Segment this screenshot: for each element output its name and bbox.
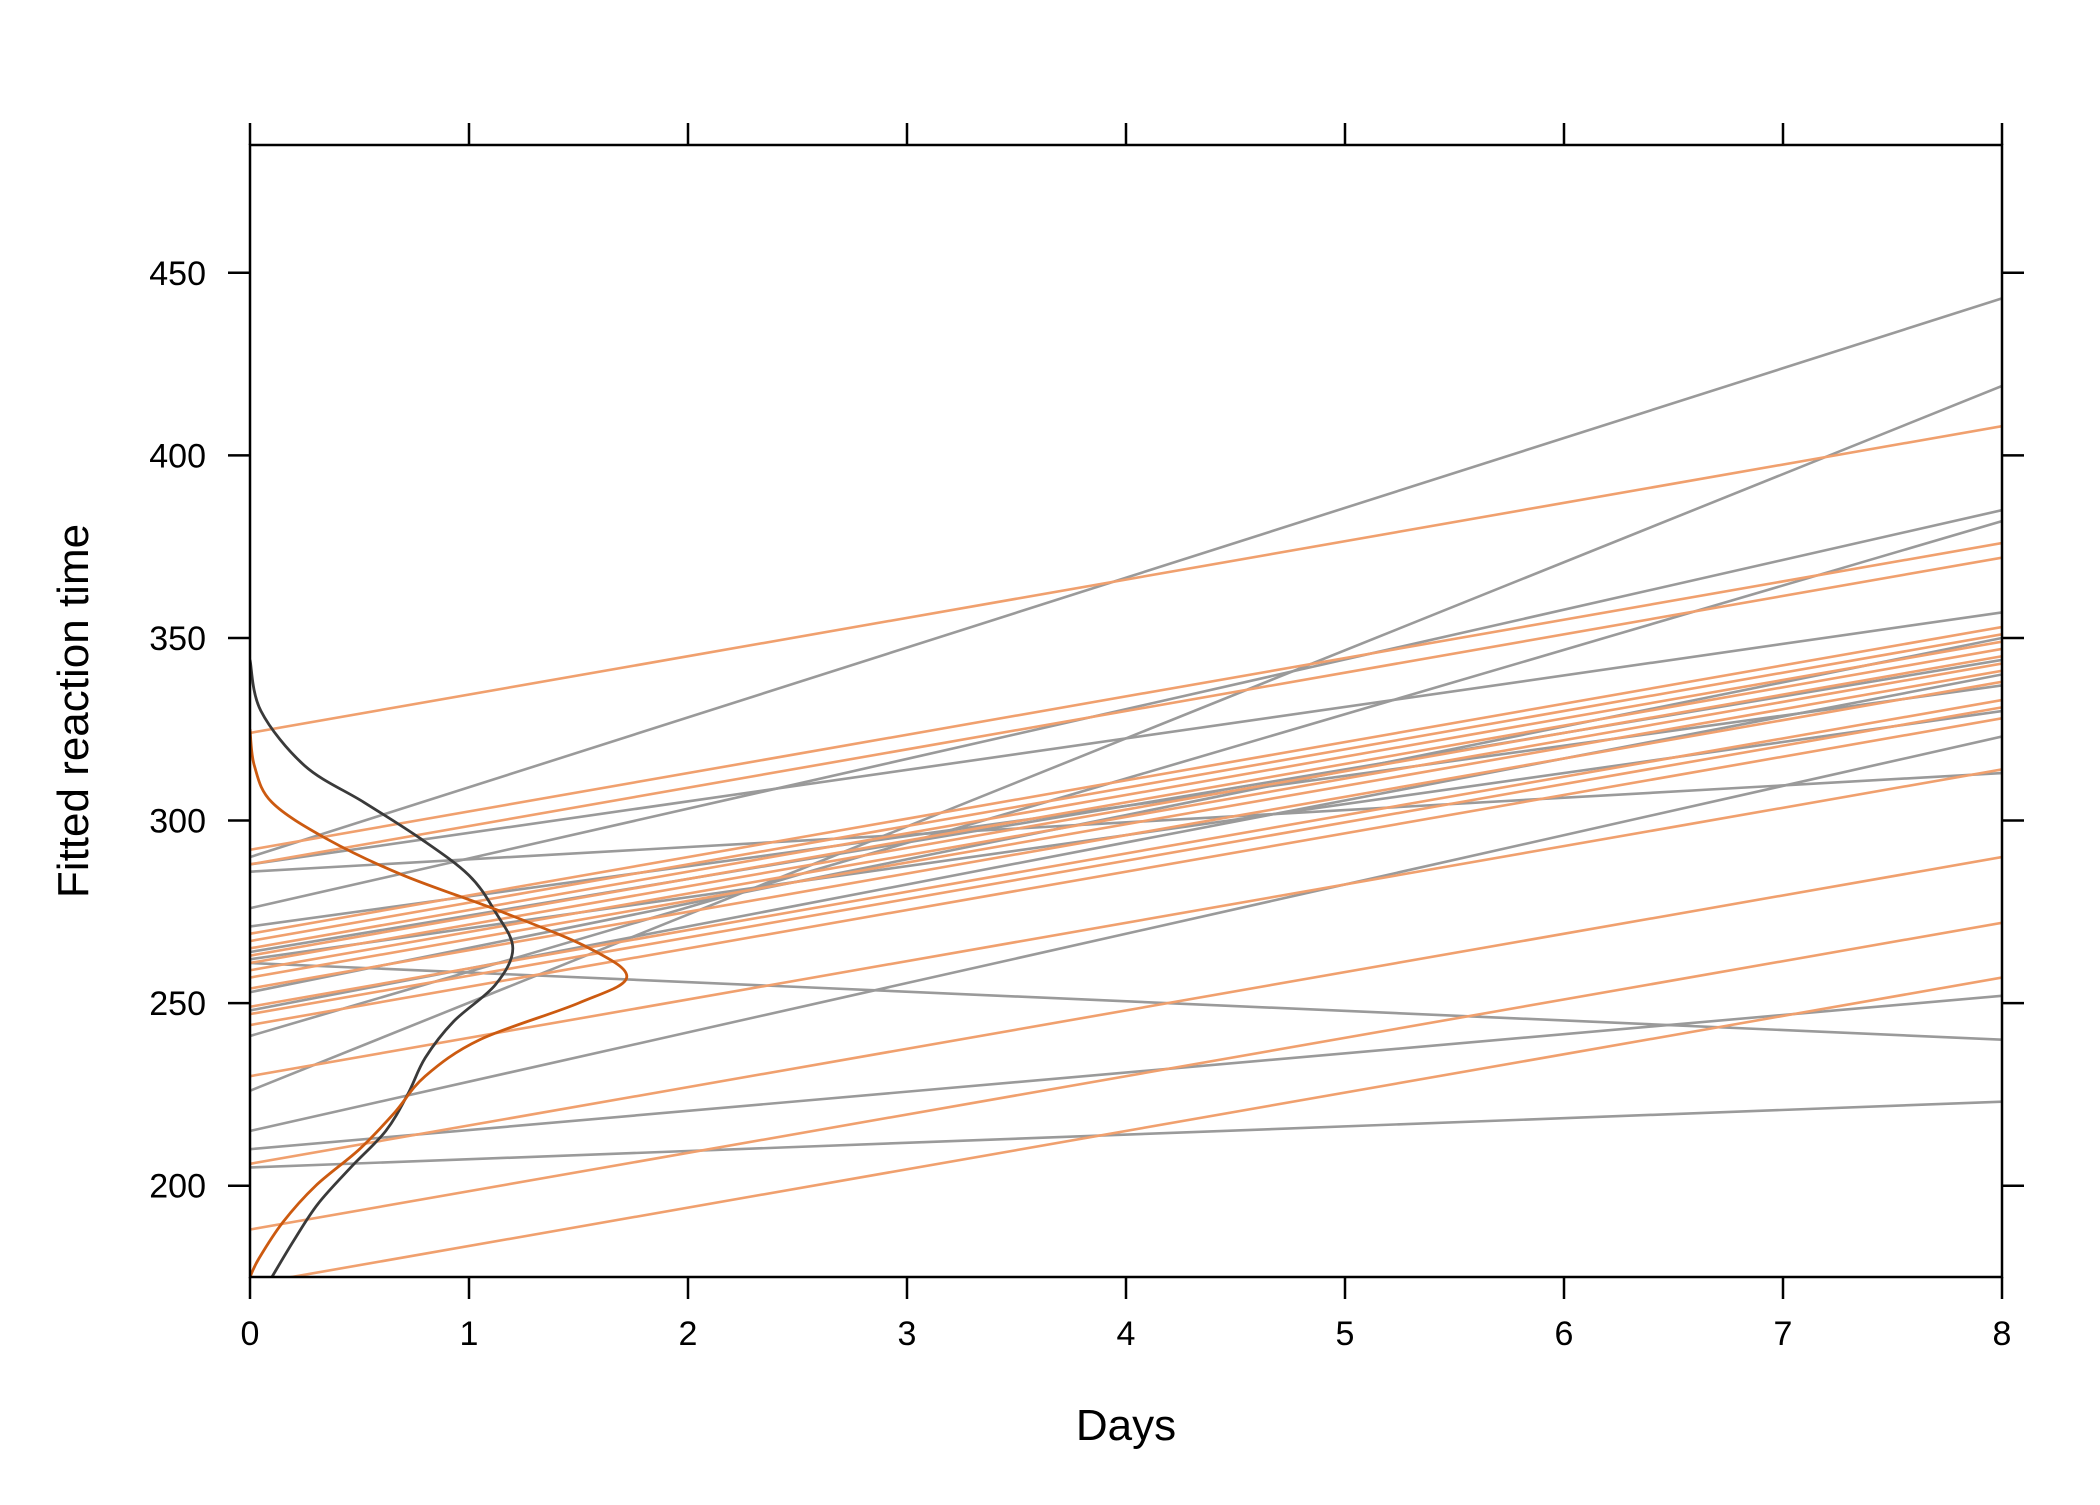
x-tick-label: 2 <box>679 1315 698 1353</box>
gray-line-11 <box>250 735 2002 1133</box>
x-tick-label: 0 <box>241 1315 260 1353</box>
orange-line-12 <box>250 698 2002 1009</box>
x-tick-label: 8 <box>1993 1315 2012 1353</box>
gray-line-14 <box>250 994 2002 1151</box>
orange-line-7 <box>250 647 2002 957</box>
orange-line-9 <box>250 662 2002 972</box>
gray-line-4 <box>250 519 2002 1038</box>
y-tick-label: 350 <box>149 620 206 658</box>
orange-line-10 <box>250 669 2002 979</box>
y-axis-ticks: 200 250 300 350 400 450 <box>149 255 2024 1206</box>
orange-line-3 <box>250 556 2002 866</box>
orange-line-14 <box>250 717 2002 1027</box>
orange-line-2 <box>250 541 2002 852</box>
orange-line-16 <box>250 855 2002 1166</box>
x-tick-label: 3 <box>898 1315 917 1353</box>
x-tick-label: 5 <box>1336 1315 1355 1353</box>
orange-line-15 <box>250 768 2002 1078</box>
orange-line-5 <box>250 633 2002 943</box>
y-tick-label: 400 <box>149 437 206 475</box>
gray-line-9 <box>250 684 2002 928</box>
orange-series-lines <box>250 424 2002 1277</box>
gray-line-13 <box>250 961 2002 1041</box>
orange-density-curve <box>250 729 629 1277</box>
gray-series-lines <box>250 297 2002 1169</box>
y-tick-label: 250 <box>149 985 206 1023</box>
orange-line-13 <box>250 706 2002 1016</box>
x-tick-label: 6 <box>1555 1315 1574 1353</box>
x-tick-label: 7 <box>1774 1315 1793 1353</box>
x-axis-title: Days <box>1076 1401 1176 1450</box>
density-curves <box>250 659 629 1277</box>
y-tick-label: 300 <box>149 803 206 841</box>
x-tick-label: 1 <box>460 1315 479 1353</box>
orange-line-4 <box>250 625 2002 936</box>
y-axis-title: Fitted reaction time <box>49 524 98 898</box>
gray-line-6 <box>250 636 2002 994</box>
gray-line-5 <box>250 611 2002 866</box>
gray-line-12 <box>250 771 2002 873</box>
gray-line-15 <box>250 1100 2002 1169</box>
gray-line-1 <box>250 297 2002 859</box>
x-tick-label: 4 <box>1117 1315 1136 1353</box>
y-tick-label: 200 <box>149 1168 206 1206</box>
orange-line-18 <box>284 976 2002 1277</box>
orange-line-11 <box>250 680 2002 990</box>
orange-line-17 <box>250 921 2002 1231</box>
x-axis-ticks: 0 1 2 3 4 5 6 7 8 <box>241 123 2012 1353</box>
orange-line-8 <box>250 654 2002 965</box>
gray-density-curve <box>250 659 515 1277</box>
y-tick-label: 450 <box>149 255 206 293</box>
orange-line-6 <box>250 640 2002 950</box>
gray-line-3 <box>250 508 2002 910</box>
orange-line-1 <box>250 424 2002 735</box>
